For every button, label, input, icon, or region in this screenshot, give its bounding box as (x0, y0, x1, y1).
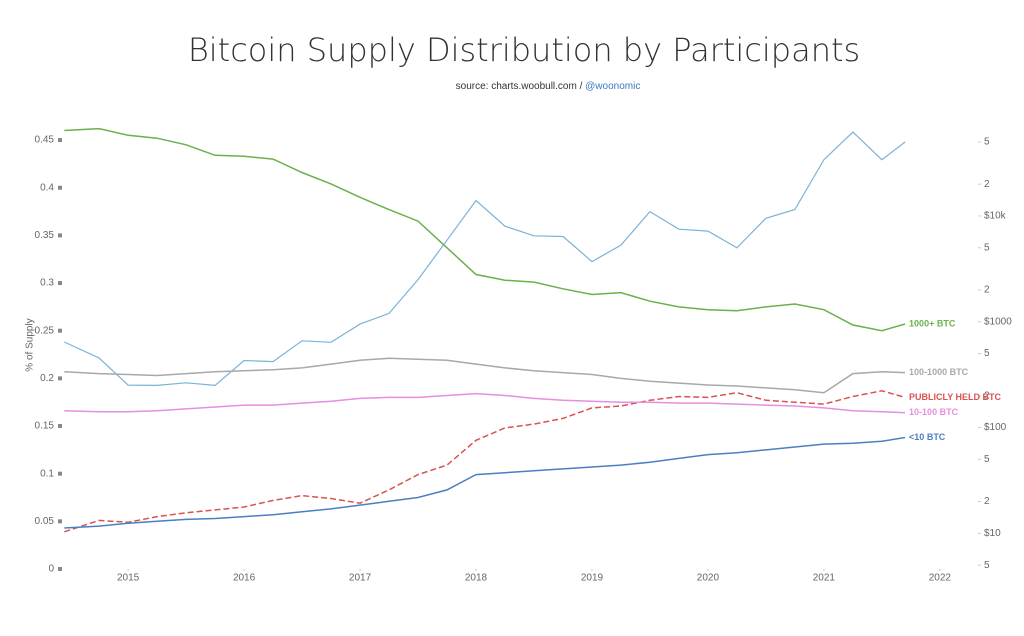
chart-title: Bitcoin Supply Distribution by Participa… (188, 31, 860, 69)
series-line (64, 390, 906, 533)
y-tick-label: 0.25 (35, 325, 55, 336)
y-tick-mark (58, 519, 62, 524)
y-tick-label: 0.1 (40, 468, 54, 479)
y-tick-label: 0.3 (40, 278, 54, 289)
x-tick-label: 2021 (813, 573, 836, 584)
y2-tick-label: 5 (984, 560, 990, 571)
y2-tick-label: $10k (984, 211, 1007, 222)
x-tick-label: 2020 (697, 573, 720, 584)
y-tick-mark (58, 328, 62, 333)
series-label: 1000+ BTC (909, 318, 956, 328)
y-tick-mark (58, 424, 62, 429)
y-axis-label: % of Supply (25, 318, 36, 371)
x-tick-label: 2016 (233, 573, 256, 584)
series-line (64, 357, 906, 394)
series-label: <10 BTC (909, 432, 946, 442)
series-label: 100-1000 BTC (909, 367, 969, 377)
y2-tick-label: $100 (984, 422, 1007, 433)
y2-tick-label: 5 (984, 348, 990, 359)
y2-tick-label: $10 (984, 528, 1001, 539)
y-tick-label: 0.45 (35, 135, 55, 146)
x-tick-label: 2019 (581, 573, 604, 584)
y2-tick-label: 2 (984, 496, 990, 507)
y-tick-label: 0.05 (35, 516, 55, 527)
series-line (64, 127, 906, 332)
series-line (64, 131, 906, 387)
y-tick-label: 0.4 (40, 182, 54, 193)
y2-tick-label: 2 (984, 179, 990, 190)
y2-tick-label: 2 (984, 390, 990, 401)
subtitle-link: @woonomic (585, 81, 640, 92)
y2-tick-label: 5 (984, 137, 990, 148)
series-line (64, 392, 906, 414)
y2-tick-label: 5 (984, 454, 990, 465)
x-tick-label: 2018 (465, 573, 488, 584)
subtitle-source: source: charts.woobull.com / (456, 81, 583, 92)
series-label: PUBLICLY HELD BTC (909, 392, 1002, 402)
y-tick-mark (58, 233, 62, 238)
y2-tick-label: 5 (984, 242, 990, 253)
series-line (64, 436, 906, 529)
y-tick-mark (58, 185, 62, 190)
y-tick-mark (58, 471, 62, 476)
x-tick-label: 2017 (349, 573, 372, 584)
y-tick-label: 0.15 (35, 421, 55, 432)
y-tick-label: 0 (48, 564, 54, 575)
y2-tick-label: 2 (984, 285, 990, 296)
series-label: 10-100 BTC (909, 407, 959, 417)
y-tick-label: 0.35 (35, 230, 55, 241)
y-tick-label: 0.2 (40, 373, 54, 384)
chart-subtitle: source: charts.woobull.com / @woonomic (456, 81, 641, 92)
x-tick-label: 2015 (117, 573, 140, 584)
y-tick-mark (58, 567, 62, 571)
x-tick-label: 2022 (929, 573, 952, 584)
y2-tick-label: $1000 (984, 316, 1012, 327)
y-tick-mark (58, 281, 62, 286)
y-tick-mark (58, 376, 62, 381)
y-tick-mark (58, 138, 62, 143)
